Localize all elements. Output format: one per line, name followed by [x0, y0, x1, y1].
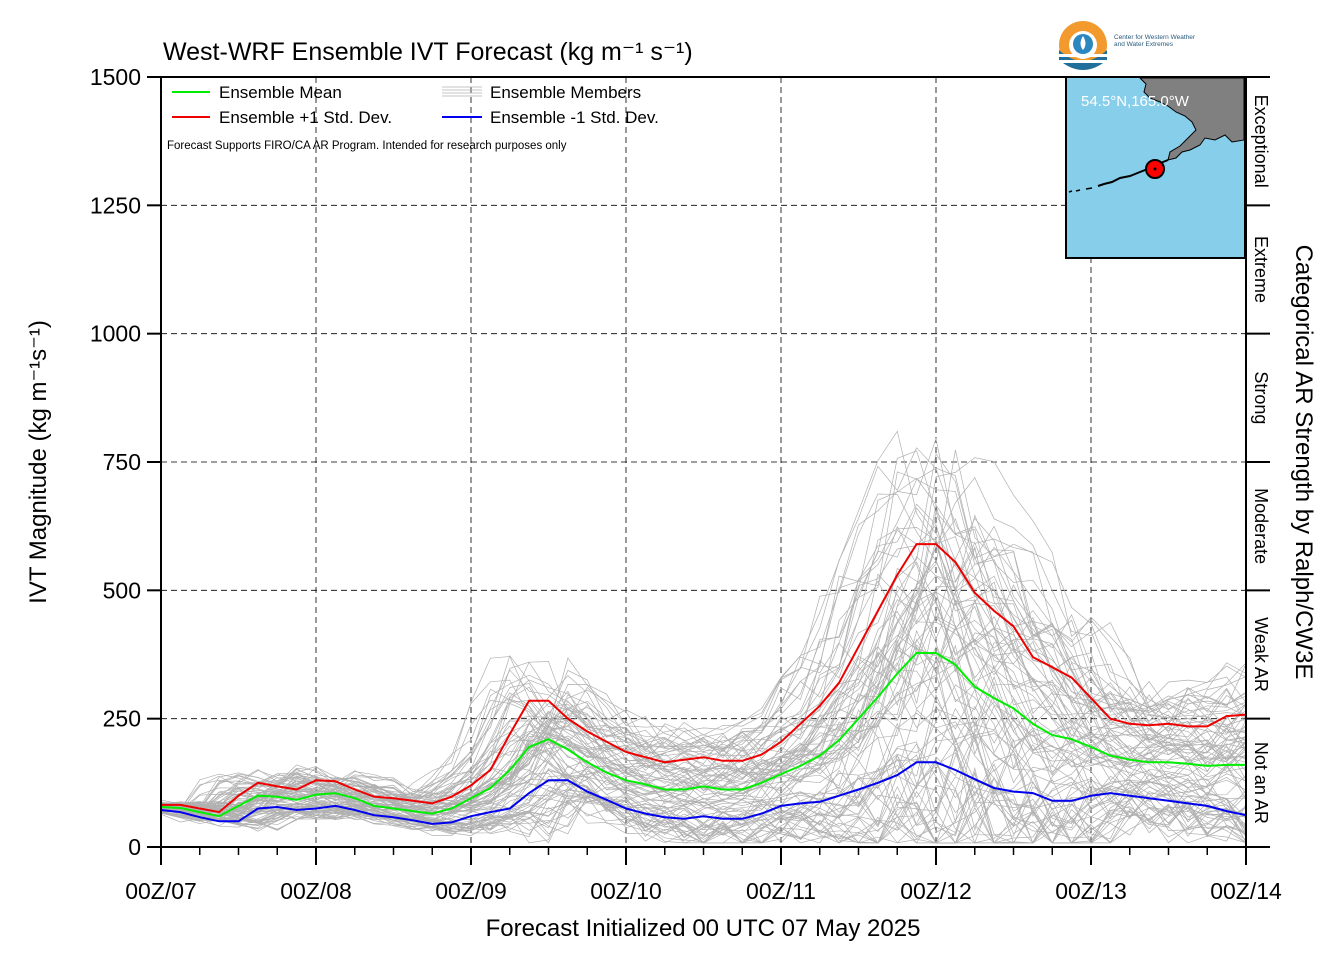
member-line	[160, 739, 1247, 833]
member-line	[160, 712, 1247, 829]
member-line	[160, 762, 1247, 837]
member-line	[160, 788, 1247, 844]
y-tick-label: 1500	[90, 64, 141, 90]
member-line	[160, 779, 1247, 844]
member-line	[160, 789, 1247, 844]
y-tick-label: 250	[103, 706, 141, 732]
series-lines	[160, 543, 1247, 825]
legend-members-label: Ensemble Members	[490, 83, 641, 102]
category-label: Weak AR	[1251, 617, 1271, 692]
legend-minus-label: Ensemble -1 Std. Dev.	[490, 108, 659, 127]
x-tick-label: 00Z/12	[900, 878, 972, 904]
member-line	[160, 788, 1247, 844]
legend-members-swatch	[442, 86, 482, 97]
member-line	[160, 450, 1247, 809]
member-line	[160, 659, 1247, 820]
member-line	[160, 546, 1247, 812]
x-tick-label: 00Z/13	[1055, 878, 1127, 904]
member-line	[160, 704, 1247, 825]
member-line	[160, 477, 1247, 810]
logo-text-line1: Center for Western Weather	[1114, 34, 1196, 41]
member-line	[160, 503, 1247, 809]
legend-plus-label: Ensemble +1 Std. Dev.	[219, 108, 392, 127]
y-tick-label: 1250	[90, 192, 141, 218]
legend-mean-label: Ensemble Mean	[219, 83, 342, 102]
series-plus-std	[161, 543, 1247, 814]
category-label: Extreme	[1251, 236, 1271, 303]
member-line	[160, 524, 1247, 811]
member-line	[161, 600, 1247, 817]
member-line	[161, 599, 1247, 814]
category-label: Strong	[1251, 371, 1271, 424]
ensemble-members	[160, 430, 1247, 844]
y-tick-label: 500	[103, 577, 141, 603]
member-line	[160, 629, 1247, 820]
chart-title: West-WRF Ensemble IVT Forecast (kg m⁻¹ s…	[163, 38, 693, 66]
series-mean	[160, 652, 1246, 818]
member-line	[160, 581, 1247, 813]
member-line	[160, 511, 1247, 813]
member-line	[160, 572, 1247, 814]
category-label: Moderate	[1251, 488, 1271, 564]
x-tick-label: 00Z/08	[280, 878, 352, 904]
legend: Ensemble Mean Ensemble +1 Std. Dev. Ense…	[167, 83, 659, 152]
member-line	[160, 504, 1247, 812]
x-axis: 00Z/07 00Z/08 00Z/09 00Z/10 00Z/11 00Z/12 00Z/…	[125, 847, 1282, 904]
member-line	[160, 795, 1247, 844]
logo-text: Center for Western Weather and Water Ext…	[1114, 34, 1244, 48]
series-minus-std	[160, 761, 1247, 825]
member-line	[160, 573, 1247, 814]
member-line	[160, 449, 1247, 811]
x-axis-label: Forecast Initialized 00 UTC 07 May 2025	[486, 915, 921, 942]
y-tick-label: 750	[103, 449, 141, 475]
inset-map: 54.5°N,165.0°W	[1065, 76, 1246, 259]
ar-category-axis: Not an AR Weak AR Moderate Strong Extreme Exc…	[1246, 76, 1271, 848]
member-line	[160, 585, 1247, 817]
member-line	[160, 746, 1247, 840]
inset-land-alaska	[1138, 77, 1245, 161]
member-line	[160, 471, 1247, 809]
x-tick-label: 00Z/09	[435, 878, 507, 904]
member-line	[160, 477, 1247, 811]
legend-note: Forecast Supports FIRO/CA AR Program. In…	[167, 140, 567, 152]
y-axis: 0 250 500 750 1000 1250 1500	[90, 64, 161, 860]
cw3e-logo	[1059, 21, 1107, 70]
x-tick-label: 00Z/10	[590, 878, 662, 904]
category-label: Not an AR	[1251, 742, 1271, 824]
x-tick-label: 00Z/11	[746, 878, 816, 904]
member-line	[160, 586, 1247, 817]
logo-text-line2: and Water Extremes	[1114, 41, 1174, 48]
y-axis-label: IVT Magnitude (kg m⁻¹s⁻¹)	[25, 320, 52, 604]
y-tick-label: 0	[128, 834, 141, 860]
x-tick-label: 00Z/07	[125, 878, 197, 904]
inset-location-label: 54.5°N,165.0°W	[1081, 93, 1190, 110]
grid-lines	[161, 77, 1246, 847]
right-axis-label: Categorical AR Strength by Ralph/CW3E	[1290, 245, 1317, 680]
y-tick-label: 1000	[90, 321, 141, 347]
x-tick-label: 00Z/14	[1210, 878, 1282, 904]
category-label: Exceptional	[1251, 95, 1271, 188]
member-line	[160, 743, 1247, 843]
member-line	[160, 610, 1247, 819]
